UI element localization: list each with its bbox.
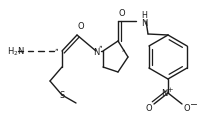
Text: N: N bbox=[140, 19, 147, 28]
Text: O: O bbox=[118, 9, 125, 18]
Text: O: O bbox=[183, 104, 189, 113]
Text: ,,: ,, bbox=[120, 44, 125, 53]
Text: N: N bbox=[160, 89, 166, 98]
Text: N: N bbox=[92, 48, 99, 57]
Text: H$_2$N: H$_2$N bbox=[7, 45, 25, 58]
Text: ,,: ,, bbox=[54, 43, 59, 52]
Text: +: + bbox=[166, 86, 172, 92]
Text: H: H bbox=[140, 11, 146, 20]
Text: −: − bbox=[189, 99, 197, 108]
Text: ,,: ,, bbox=[98, 40, 102, 49]
Text: O: O bbox=[77, 22, 84, 31]
Text: O: O bbox=[145, 104, 152, 113]
Text: S: S bbox=[59, 91, 64, 100]
